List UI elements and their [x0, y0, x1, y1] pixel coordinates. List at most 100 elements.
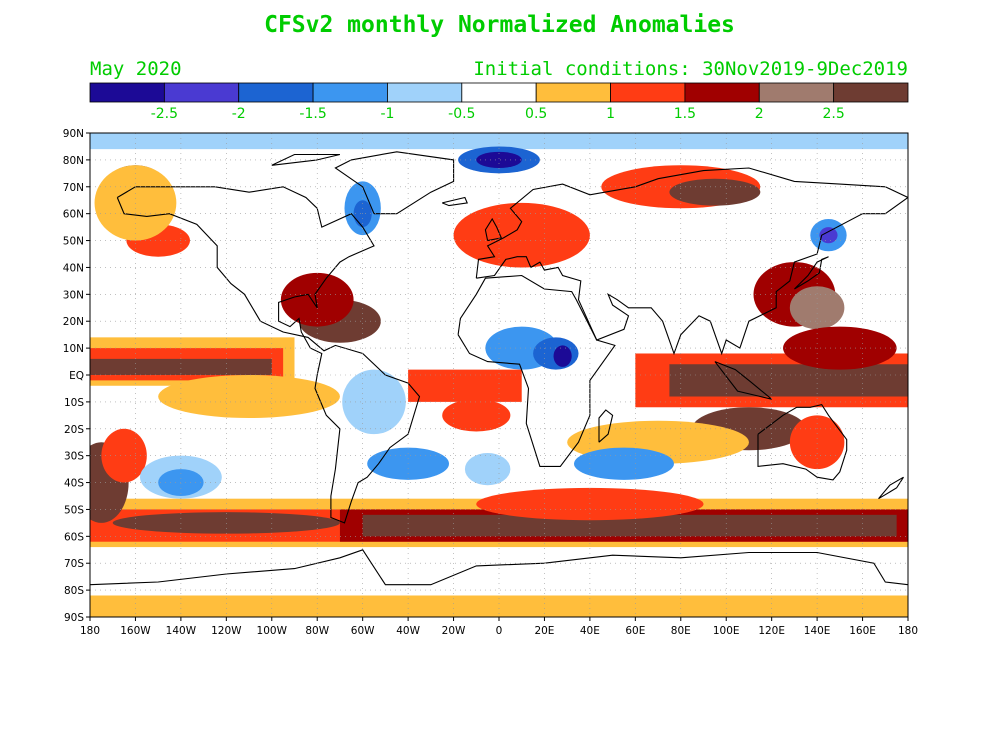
- anomaly-contour: [90, 133, 908, 150]
- anomaly-contour: [158, 375, 340, 419]
- latitude-label: 30S: [64, 451, 84, 463]
- colorbar-tick-label: -2: [232, 106, 246, 122]
- anomaly-contour: [476, 151, 522, 168]
- coastline: [794, 256, 829, 290]
- coastline: [457, 274, 616, 467]
- valid-month-label: May 2020: [90, 58, 182, 80]
- latitude-label: 10S: [64, 397, 84, 409]
- longitude-label: 40W: [396, 625, 420, 637]
- coastline: [598, 409, 614, 443]
- colorbar-swatch: [89, 82, 165, 103]
- anomaly-contour: [280, 272, 354, 327]
- coastline: [757, 403, 848, 481]
- coastline: [334, 151, 455, 215]
- colorbar-tick-label: 1: [606, 106, 615, 122]
- latitude-label: 20S: [64, 424, 84, 436]
- colorbar-tick-label: 0.5: [525, 106, 547, 122]
- anomaly-shading: [90, 133, 908, 617]
- longitude-label: 20E: [534, 625, 554, 637]
- anomaly-contour: [112, 512, 340, 534]
- anomaly-contour: [342, 369, 406, 435]
- colorbar-swatch: [610, 82, 686, 103]
- latitude-label: EQ: [69, 370, 84, 382]
- coastline: [878, 476, 904, 500]
- longitude-label: 60E: [625, 625, 645, 637]
- coastline: [271, 153, 341, 166]
- longitude-label: 40E: [580, 625, 600, 637]
- anomaly-contour: [669, 364, 908, 397]
- longitude-axis: 180 160W 140W 120W 100W 80W 60W 40W 20W 0 20E 40E 60…: [80, 617, 918, 637]
- longitude-label: 180: [898, 625, 918, 637]
- longitude-label: 140E: [804, 625, 831, 637]
- anomaly-contour: [476, 487, 704, 521]
- latitude-label: 80S: [64, 585, 84, 597]
- latitude-label: 70S: [64, 558, 84, 570]
- latitude-label: 50S: [64, 504, 84, 516]
- longitude-label: 100W: [257, 625, 288, 637]
- colorbar-tick-label: 2.5: [823, 106, 845, 122]
- latitude-label: 40S: [64, 478, 84, 490]
- colorbar: [89, 82, 909, 103]
- longitude-label: 160W: [120, 625, 151, 637]
- latitude-label: 60S: [64, 531, 84, 543]
- latitude-label: 30N: [63, 289, 84, 301]
- longitude-label: 120E: [758, 625, 785, 637]
- coastline: [441, 196, 468, 207]
- colorbar-tick-label: 1.5: [674, 106, 696, 122]
- colorbar-tick-label: -1.5: [299, 106, 326, 122]
- anomaly-contour: [464, 452, 511, 486]
- latitude-label: 70N: [63, 182, 84, 194]
- anomaly-contour: [94, 165, 177, 241]
- coastlines: [90, 151, 908, 586]
- longitude-label: 20W: [442, 625, 466, 637]
- longitude-label: 140W: [166, 625, 197, 637]
- anomaly-contour: [553, 345, 572, 367]
- map-title: CFSv2 monthly Normalized Anomalies: [264, 12, 735, 38]
- colorbar-swatch: [387, 82, 463, 103]
- anomaly-contour: [789, 286, 845, 330]
- latitude-label: 80N: [63, 155, 84, 167]
- colorbar-labels: -2.5 -2 -1.5 -1 -0.5 0.5 1 1.5 2 2.5: [151, 106, 845, 122]
- anomaly-contour: [408, 369, 522, 402]
- colorbar-swatch: [238, 82, 314, 103]
- anomaly-contour: [90, 595, 908, 617]
- colorbar-swatch: [461, 82, 537, 103]
- latitude-label: 40N: [63, 262, 84, 274]
- colorbar-tick-label: -2.5: [151, 106, 178, 122]
- colorbar-swatch: [684, 82, 760, 103]
- coastline: [90, 549, 908, 586]
- latitude-label: 20N: [63, 316, 84, 328]
- latitude-label: 10N: [63, 343, 84, 355]
- anomaly-contour: [669, 178, 761, 206]
- longitude-label: 80E: [671, 625, 691, 637]
- colorbar-swatch: [535, 82, 611, 103]
- coastline: [475, 167, 908, 356]
- colorbar-swatch: [312, 82, 388, 103]
- latitude-label: 50N: [63, 236, 84, 248]
- anomaly-contour: [573, 447, 674, 480]
- coastline: [714, 361, 773, 400]
- colorbar-tick-label: -0.5: [448, 106, 475, 122]
- colorbar-swatch: [163, 82, 240, 103]
- anomaly-contour: [442, 399, 511, 432]
- anomaly-contour: [101, 428, 147, 483]
- anomaly-contour: [90, 358, 272, 375]
- anomaly-contour: [783, 326, 897, 370]
- colorbar-swatch: [758, 82, 835, 103]
- initial-conditions-label: Initial conditions: 30Nov2019-9Dec2019: [473, 58, 908, 80]
- longitude-label: 0: [496, 625, 503, 637]
- anomaly-contour: [362, 514, 897, 537]
- latitude-axis: 90N 80N 70N 60N 50N 40N 30N 20N 10N EQ 10S 20S 30S 40…: [63, 128, 90, 624]
- longitude-label: 60W: [351, 625, 375, 637]
- colorbar-tick-label: -1: [380, 106, 394, 122]
- latitude-label: 90S: [64, 612, 84, 624]
- latitude-label: 60N: [63, 209, 84, 221]
- anomaly-contour: [819, 227, 838, 244]
- coastline: [116, 186, 421, 524]
- lat-lon-grid: [90, 133, 908, 617]
- colorbar-swatch: [833, 82, 909, 103]
- anomaly-contour: [453, 202, 590, 268]
- anomaly-map: [90, 133, 908, 617]
- longitude-label: 180: [80, 625, 100, 637]
- colorbar-tick-label: 2: [755, 106, 764, 122]
